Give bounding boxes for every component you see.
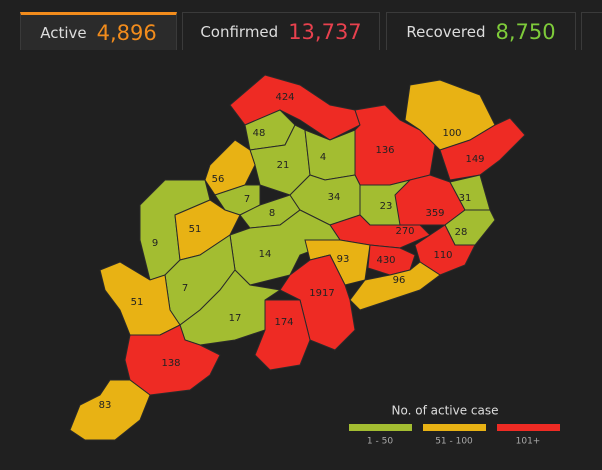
district-label: 136 xyxy=(375,145,394,156)
tab-label: Active xyxy=(40,23,87,42)
district-label: 110 xyxy=(433,250,452,261)
district-label: 270 xyxy=(395,226,414,237)
district-label: 14 xyxy=(259,249,272,260)
district-label: 93 xyxy=(337,254,350,265)
district-label: 4 xyxy=(320,152,326,163)
district xyxy=(204,139,256,196)
district-label: 9 xyxy=(152,238,158,249)
legend-label: 51 - 100 xyxy=(435,437,473,447)
district-label: 7 xyxy=(182,283,188,294)
legend-swatch xyxy=(497,424,560,431)
district-label: 48 xyxy=(253,128,266,139)
district-label: 56 xyxy=(212,174,225,185)
tab-value: 4,896 xyxy=(96,20,157,45)
district-label: 149 xyxy=(465,154,484,165)
legend-title: No. of active case xyxy=(392,404,499,418)
district-label: 424 xyxy=(275,92,294,103)
district-label: 31 xyxy=(459,193,472,204)
district xyxy=(124,324,221,396)
district xyxy=(439,117,526,181)
district-label: 17 xyxy=(229,313,242,324)
district-label: 7 xyxy=(244,194,250,205)
tab-value: 13,737 xyxy=(288,19,362,44)
district-label: 51 xyxy=(131,297,144,308)
district-label: 138 xyxy=(161,358,180,369)
district-label: 174 xyxy=(274,317,293,328)
legend-swatch xyxy=(349,424,412,431)
tab-value: 8,750 xyxy=(495,19,556,44)
legend-swatch xyxy=(423,424,486,431)
district-label: 100 xyxy=(442,128,461,139)
district-label: 8 xyxy=(269,208,275,219)
tab[interactable]: Active 4,896 xyxy=(20,12,177,50)
tab-label: Recovered xyxy=(406,22,486,41)
district xyxy=(349,261,441,311)
district-label: 51 xyxy=(189,224,202,235)
district-label: 430 xyxy=(376,255,395,266)
district xyxy=(69,379,151,441)
district-label: 34 xyxy=(328,192,341,203)
tab-label: Confirmed xyxy=(200,22,279,41)
legend-label: 1 - 50 xyxy=(367,437,393,447)
tab[interactable]: Confirmed 13,737 xyxy=(182,12,380,50)
district-label: 28 xyxy=(455,227,468,238)
district-label: 96 xyxy=(393,275,406,286)
legend-label: 101+ xyxy=(516,437,541,447)
district-label: 21 xyxy=(277,160,290,171)
tab-edge xyxy=(581,12,602,50)
district-label: 83 xyxy=(99,400,112,411)
tab[interactable]: Recovered 8,750 xyxy=(386,12,576,50)
district-label: 1917 xyxy=(309,288,334,299)
district-label: 23 xyxy=(380,201,393,212)
district xyxy=(254,299,311,371)
district-label: 359 xyxy=(425,208,444,219)
